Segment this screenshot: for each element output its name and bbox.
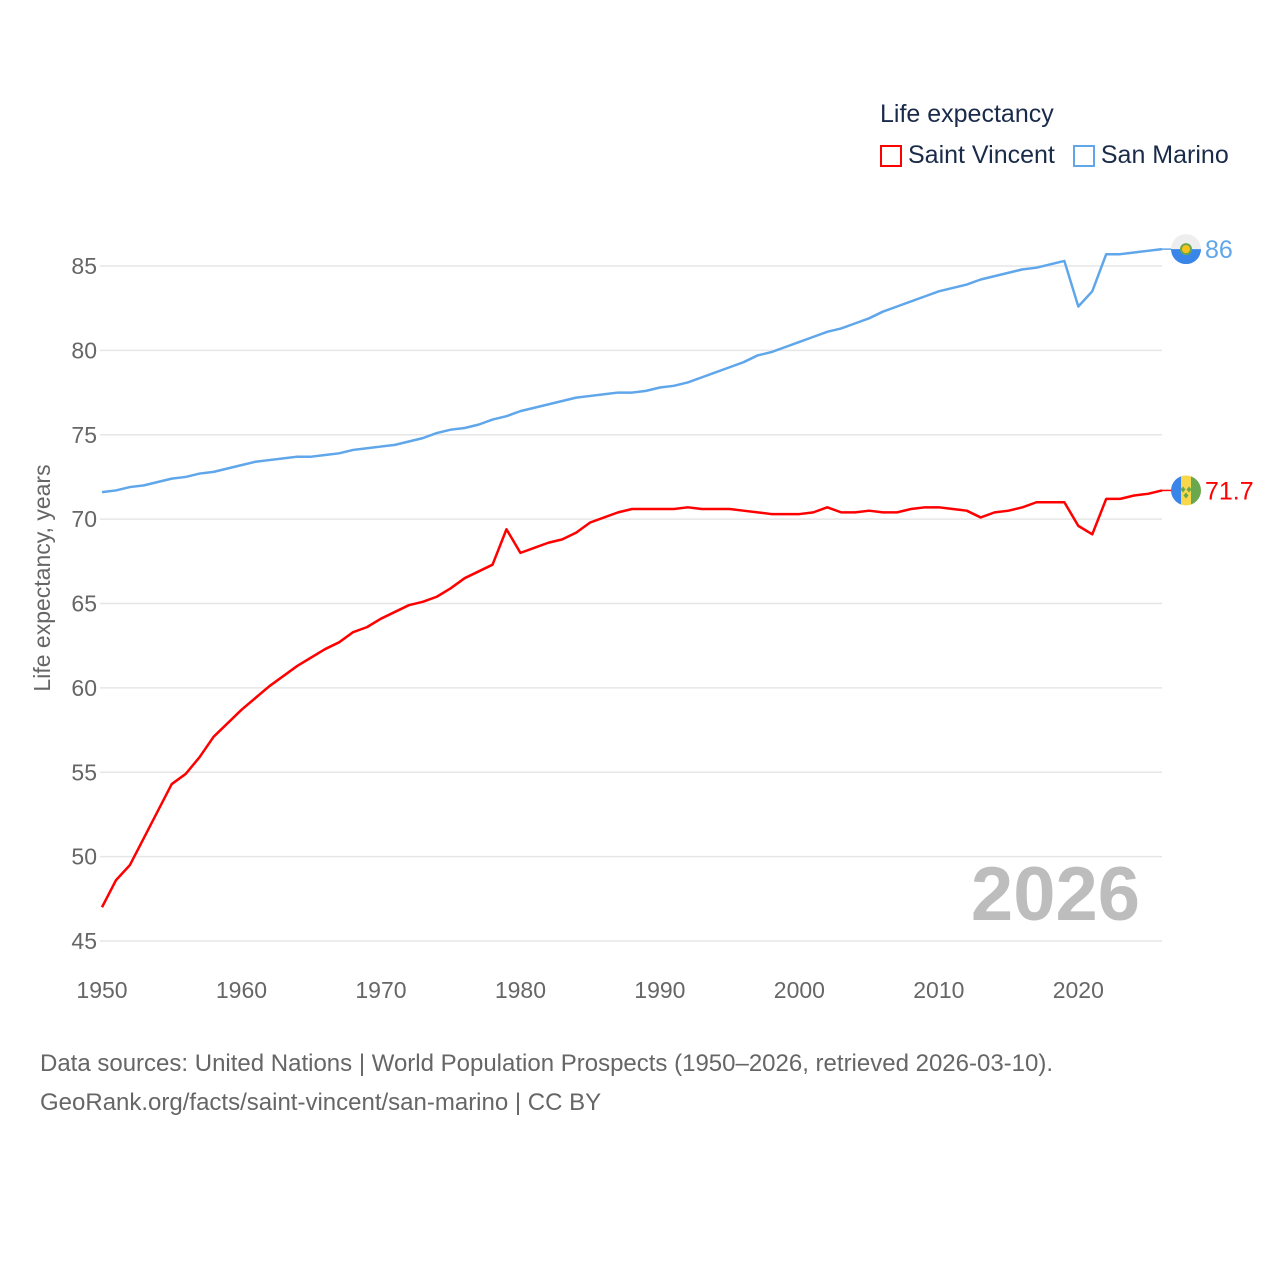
legend-title: Life expectancy [880,100,1054,128]
legend-label: San Marino [1100,141,1229,169]
y-tick-label: 65 [71,591,97,617]
x-tick-label: 1970 [355,977,406,1003]
series-line-saint-vincent [100,489,1163,908]
legend-item-saint-vincent[interactable]: Saint Vincent [880,141,1055,170]
series-line-san-marino [101,247,1163,494]
legend-swatch [880,144,902,167]
legend-swatch [1072,144,1095,167]
year-label: 2026 [971,852,1140,937]
x-tick-label: 1990 [634,977,685,1003]
x-tick-label: 2010 [913,977,964,1003]
footer: Data sources: United Nations | World Pop… [40,1044,1053,1122]
y-tick-label: 55 [71,759,97,785]
y-tick-label: 85 [71,253,97,279]
saint-vincent-flag-icon [1171,475,1201,506]
y-axis-label: Life expectancy, years [29,464,55,691]
data-source: Data sources: United Nations | World Pop… [40,1050,1054,1077]
x-tick-label: 2020 [1053,977,1104,1003]
san-marino-flag-icon [1171,234,1201,265]
x-tick-label: 1950 [76,977,127,1003]
x-tick-label: 1980 [495,977,546,1003]
end-value-label: 71.7 [1205,477,1254,505]
y-tick-label: 75 [71,422,97,448]
y-tick-label: 45 [71,928,97,954]
legend-item-san-marino[interactable]: San Marino [1072,141,1229,170]
y-tick-label: 70 [71,506,97,532]
x-tick-label: 1960 [216,977,267,1003]
end-value-label: 86 [1205,236,1233,264]
x-tick-label: 2000 [774,977,825,1003]
legend-label: Saint Vincent [908,141,1055,169]
y-tick-label: 60 [71,675,97,701]
y-tick-label: 80 [71,337,97,363]
source-link[interactable]: GeoRank.org/facts/saint-vincent/san-mari… [40,1089,602,1116]
legend: Life expectancy Saint Vincent San Marino [880,100,1229,170]
y-tick-label: 50 [71,844,97,870]
